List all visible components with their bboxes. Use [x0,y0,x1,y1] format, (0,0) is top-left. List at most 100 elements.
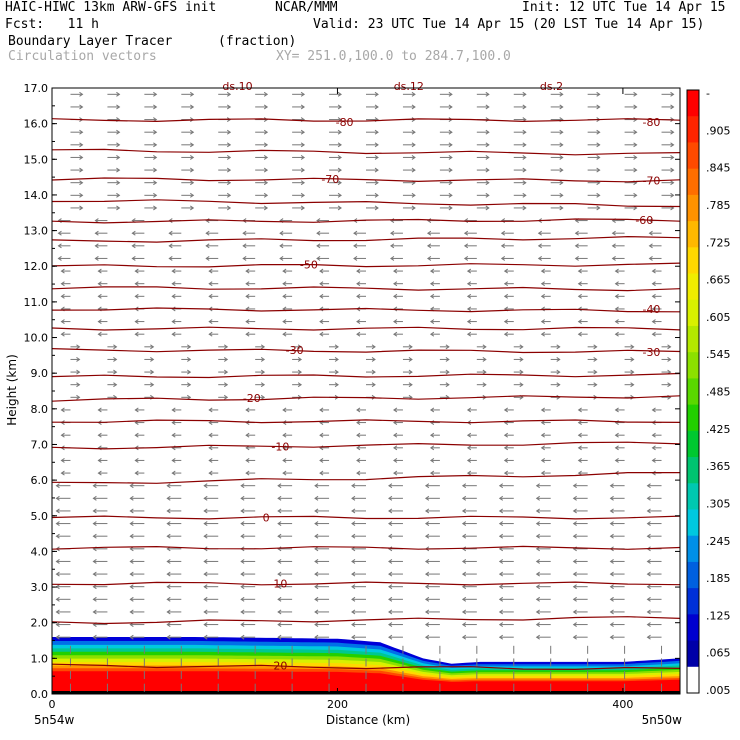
vector-head [153,205,158,211]
vector-head [166,533,171,539]
vector-head [353,256,358,261]
vector-head [113,344,118,350]
vector-head [535,533,540,539]
vector-head [540,293,545,299]
vector-head [277,584,282,590]
vector-head [577,420,582,425]
vector-head [153,155,158,160]
vector-head [282,319,287,324]
vector-head [245,319,250,324]
vector-head [263,129,269,135]
colorbar-label: .005 [706,684,731,697]
vector-head [461,571,467,577]
vector-head [314,584,319,590]
vector-head [297,382,303,388]
colorbar-label: .725 [706,236,731,249]
vector-head [646,571,651,577]
vector-head [574,256,579,261]
vector-head [646,495,651,501]
vector-head [134,470,139,476]
vector-head [596,167,601,173]
temperature-contour [51,199,681,208]
vector-head [353,230,358,236]
vector-head [535,634,540,640]
colorbar-swatch [687,352,699,379]
vector-head [282,281,287,287]
vector-head [205,230,210,236]
vector-head [646,622,651,627]
vector-head [540,281,545,287]
vector-head [461,584,467,590]
vector-head [240,609,245,615]
colorbar-swatch [687,457,699,484]
vector-head [208,470,213,476]
vector-head [282,407,287,413]
vector-head [633,117,638,122]
vector-head [371,369,376,375]
vector-head [55,559,60,564]
vector-head [485,167,490,173]
vector-head [466,268,472,274]
vector-head [633,155,638,160]
vector-head [171,458,176,463]
colorbar-swatch [687,273,699,301]
vector-head [92,521,97,526]
vector-head [190,192,195,198]
vector-head [393,445,398,451]
vector-head [448,180,453,186]
vector-head [351,571,356,577]
vector-head [577,432,582,438]
vector-head [448,129,453,135]
vector-head [371,382,376,388]
vector-head [572,533,577,539]
vector-head [577,319,582,324]
vector-head [559,192,564,198]
vector-head [393,319,398,324]
vector-head [609,495,614,501]
vector-head [648,243,653,249]
vector-head [503,293,509,299]
vector-head [630,369,635,375]
vector-head [300,142,306,148]
vector-head [226,104,232,110]
vector-head [190,129,195,135]
vector-head [646,508,651,514]
vector-head [648,230,653,236]
vector-head [393,281,398,287]
vector-head [55,521,60,526]
vector-head [646,521,651,526]
vector-head [166,559,171,564]
vector-head [113,382,118,388]
vector-head [572,622,577,627]
vector-head [426,243,432,249]
colorbar-label: .545 [706,348,731,361]
vector-head [116,167,121,173]
vector-head [337,180,342,186]
y-tick-label: 7.0 [31,438,49,451]
vector-head [411,155,416,160]
vector-head [574,230,579,236]
vector-head [282,331,287,337]
vector-head [466,293,472,299]
vector-head [97,319,102,324]
vector-head [466,331,472,337]
vector-head [60,331,65,337]
colorbar-label: .785 [706,199,731,212]
vector-head [351,533,356,539]
colorbar-swatch [687,299,699,327]
vector-head [60,458,65,463]
y-tick-label: 16.0 [24,118,49,131]
temperature-contour [51,348,681,354]
vector-head [572,521,577,526]
vector-head [190,155,195,160]
vector-head [630,357,635,362]
vector-head [171,432,176,438]
vector-head [463,218,469,223]
colorbar-label: .845 [706,162,731,175]
vector-head [596,155,601,160]
vector-head [596,192,601,198]
vector-head [300,129,306,135]
vector-head [388,584,393,590]
vector-head [651,281,656,287]
vector-head [314,533,319,539]
